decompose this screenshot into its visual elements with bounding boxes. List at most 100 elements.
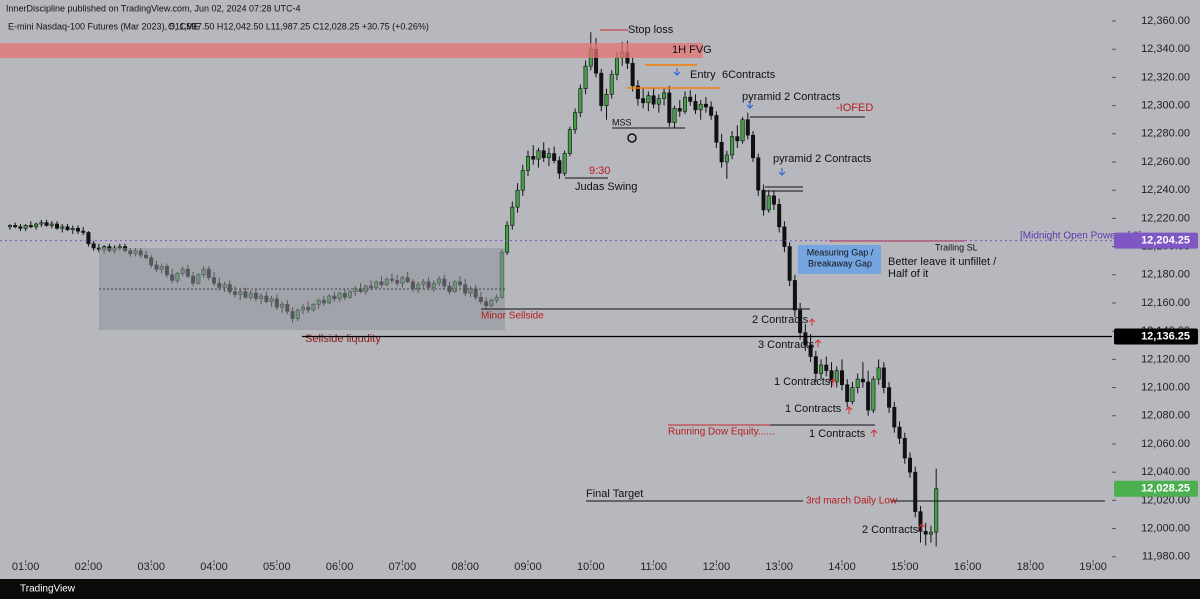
candle-body (557, 160, 562, 174)
candle-body (573, 112, 578, 130)
candle-body (787, 246, 792, 281)
annotation: [Midnight Open Power of 3] (1020, 231, 1141, 242)
candle-body (536, 150, 541, 160)
candle-body (39, 222, 44, 225)
candle-body (766, 195, 771, 211)
candle-body (923, 531, 928, 535)
candle-body (902, 438, 907, 459)
label-bg (803, 495, 891, 507)
candle-body (630, 63, 635, 87)
candle-body (541, 150, 546, 159)
y-tick-label: 12,100.00 (1141, 381, 1190, 393)
annotation: -IOFED (836, 102, 873, 114)
publisher: InnerDiscipline published on TradingView… (6, 3, 301, 13)
y-tick-label: 12,180.00 (1141, 269, 1190, 281)
candle-body (693, 101, 698, 111)
x-tick-label: 18:00 (1017, 561, 1045, 573)
candle-body (44, 222, 49, 226)
annotation: 2 Contracts (862, 524, 919, 536)
candle-body (871, 378, 876, 411)
candle-body (782, 226, 787, 247)
annotation: 2 Contracts (752, 314, 809, 326)
candle-body (515, 189, 520, 208)
footer (0, 579, 1200, 599)
arrow (829, 378, 837, 386)
annotation: MSS (612, 117, 632, 127)
y-tick-label: 12,340.00 (1141, 43, 1190, 55)
candle-body (834, 370, 839, 383)
candle-body (552, 153, 557, 161)
annotation: 3 Contracts (758, 339, 815, 351)
candle-body (55, 223, 60, 229)
annotation: 1 Contracts (809, 428, 866, 440)
x-tick-label: 05:00 (263, 561, 291, 573)
candle-body (839, 370, 844, 386)
candle-body (761, 189, 766, 211)
candle-body (614, 57, 619, 75)
candle-body (703, 103, 708, 108)
candle-body (520, 170, 525, 191)
price-label: 12,028.25 (1141, 483, 1190, 495)
annotation: Final Target (586, 488, 643, 500)
candle-body (688, 96, 693, 102)
y-tick-label: 12,000.00 (1141, 522, 1190, 534)
candle-body (897, 426, 902, 439)
candle-body (876, 367, 881, 380)
y-tick-label: 12,320.00 (1141, 71, 1190, 83)
candle-body (808, 344, 813, 357)
arrow (746, 101, 754, 109)
candle-body (604, 94, 609, 106)
candle-body (714, 115, 719, 143)
candle-body (845, 384, 850, 402)
candle-body (719, 141, 724, 163)
candle-body (646, 95, 651, 104)
arrow (814, 339, 822, 347)
x-tick-label: 03:00 (137, 561, 165, 573)
candle-body (49, 223, 54, 226)
x-tick-label: 12:00 (703, 561, 731, 573)
candle-body (677, 108, 682, 112)
candle-body (23, 225, 28, 229)
arrow (673, 68, 681, 76)
candle-body (578, 88, 583, 113)
candle-body (792, 280, 797, 311)
candle-body (798, 309, 803, 333)
x-tick-label: 14:00 (828, 561, 856, 573)
annotation: 1H FVG (672, 44, 712, 56)
x-tick-label: 09:00 (514, 561, 542, 573)
annotation: Sellside liqudity (305, 333, 381, 345)
candle-body (724, 154, 729, 163)
candle-body (567, 129, 572, 154)
candle-body (562, 153, 567, 174)
y-tick-label: 12,280.00 (1141, 128, 1190, 140)
arrow (870, 429, 878, 437)
candle-body (34, 223, 39, 228)
candle-body (751, 134, 756, 159)
bulb-icon (627, 133, 637, 143)
candle-body (609, 74, 614, 95)
candle-body (777, 203, 782, 228)
red-arrows (808, 318, 926, 531)
annotation: 1 Contracts (785, 403, 842, 415)
annotation: Measuring Gap / (807, 247, 874, 257)
y-tick-label: 12,360.00 (1141, 15, 1190, 27)
gap-box (798, 245, 881, 274)
candle-body (928, 531, 933, 535)
annotation: Entry (690, 69, 716, 81)
candle-body (824, 364, 829, 371)
annotation: Minor Sellside (481, 311, 544, 322)
x-tick-label: 02:00 (75, 561, 103, 573)
price-label: 12,136.25 (1141, 330, 1190, 342)
candle-body (7, 225, 12, 228)
candle-body (662, 92, 667, 99)
candle-body (908, 457, 913, 473)
y-tick-label: 12,040.00 (1141, 466, 1190, 478)
annotation: pyramid 2 Contracts (742, 91, 841, 103)
candle-body (635, 85, 640, 99)
annotation: 1 Contracts (774, 376, 831, 388)
x-tick-label: 04:00 (200, 561, 228, 573)
y-tick-label: 12,060.00 (1141, 438, 1190, 450)
price-label-bg (1114, 232, 1198, 249)
